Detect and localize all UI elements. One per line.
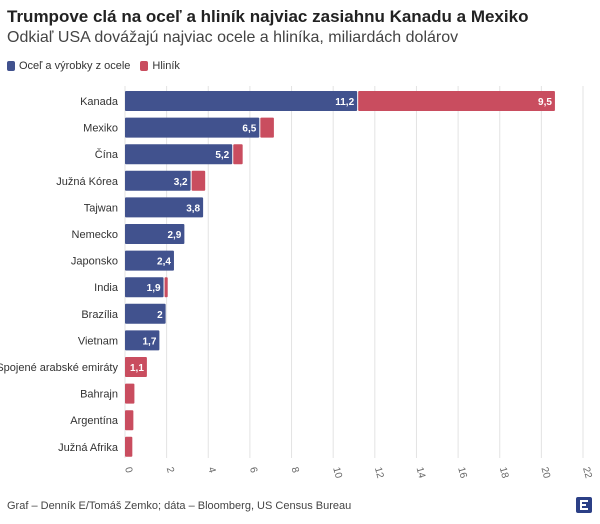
- x-tick-label: 6: [247, 466, 259, 475]
- data-label: 3,2: [174, 177, 188, 188]
- x-tick-label: 8: [289, 466, 301, 475]
- category-label: Mexiko: [83, 123, 118, 135]
- category-label: Spojené arabské emiráty: [0, 362, 118, 374]
- category-label: Nemecko: [72, 229, 118, 241]
- category-label: Argentína: [70, 415, 119, 427]
- category-label: Bahrajn: [80, 389, 118, 401]
- category-label: Japonsko: [71, 256, 118, 268]
- category-label: Tajwan: [84, 202, 118, 214]
- category-label: Južná Kórea: [56, 176, 119, 188]
- bar-steel: [125, 330, 160, 351]
- legend-item-aluminium: Hliník: [140, 60, 180, 72]
- legend-label-aluminium: Hliník: [152, 60, 180, 72]
- data-label: 1,1: [130, 363, 144, 374]
- x-tick-label: 20: [538, 466, 552, 480]
- bar-steel: [125, 144, 233, 165]
- bar-aluminium: [125, 383, 135, 404]
- bar-aluminium: [233, 144, 243, 165]
- source-note: Graf – Denník E/Tomáš Zemko; dáta – Bloo…: [7, 500, 352, 512]
- data-label: 11,2: [335, 97, 354, 108]
- bar-steel: [125, 170, 191, 191]
- data-label: 3,8: [186, 203, 200, 214]
- chart-title: Trumpove clá na oceľ a hliník najviac za…: [7, 7, 529, 26]
- x-tick-label: 14: [414, 466, 428, 480]
- category-label: Čína: [95, 148, 119, 161]
- bar-steel: [125, 250, 174, 271]
- data-label: 9,5: [538, 97, 552, 108]
- bar-aluminium: [125, 410, 134, 431]
- x-tick-label: 10: [330, 466, 344, 480]
- bar-aluminium: [125, 436, 133, 457]
- x-tick-label: 18: [497, 466, 511, 480]
- category-label: Vietnam: [78, 335, 118, 347]
- legend: Oceľ a výrobky z ocele Hliník: [7, 60, 190, 72]
- legend-item-steel: Oceľ a výrobky z ocele: [7, 60, 130, 72]
- data-label: 2: [157, 310, 163, 321]
- bar-aluminium: [191, 170, 206, 191]
- x-tick-label: 12: [372, 466, 386, 480]
- data-label: 1,9: [147, 283, 161, 294]
- category-label: Brazília: [81, 309, 119, 321]
- bar-aluminium: [164, 277, 168, 298]
- data-label: 2,9: [167, 230, 181, 241]
- bar-aluminium: [358, 91, 555, 111]
- x-tick-label: 0: [122, 466, 134, 475]
- category-label: Južná Afrika: [58, 442, 119, 454]
- data-label: 6,5: [242, 124, 256, 135]
- bar-chart: 0 2 4 6 8 10 12 14 16 18 20 22 Kanada 11,2 9,5 Mexiko 6,…: [0, 86, 594, 480]
- bar-aluminium: [125, 357, 147, 377]
- bar-aluminium: [260, 117, 274, 138]
- bar-steel: [125, 303, 166, 324]
- denník-e-logo: [576, 497, 592, 513]
- category-label: Kanada: [80, 96, 119, 108]
- x-tick-label: 22: [580, 466, 594, 480]
- data-label: 5,2: [215, 150, 229, 161]
- data-label: 1,7: [142, 336, 156, 347]
- legend-swatch-steel: [7, 61, 15, 71]
- bar-steel: [125, 277, 164, 298]
- data-label: 2,4: [157, 257, 171, 268]
- bar-steel: [125, 91, 358, 111]
- x-tick-label: 4: [205, 466, 217, 475]
- bar-steel: [125, 117, 260, 138]
- x-tick-label: 2: [164, 466, 176, 475]
- legend-swatch-aluminium: [140, 61, 149, 71]
- chart-subtitle: Odkiaľ USA dovážajú najviac ocele a hlin…: [7, 29, 459, 46]
- legend-label-steel: Oceľ a výrobky z ocele: [19, 60, 131, 72]
- bar-steel: [125, 197, 204, 218]
- bar-steel: [125, 224, 185, 244]
- category-label: India: [94, 282, 119, 294]
- x-tick-label: 16: [455, 466, 469, 480]
